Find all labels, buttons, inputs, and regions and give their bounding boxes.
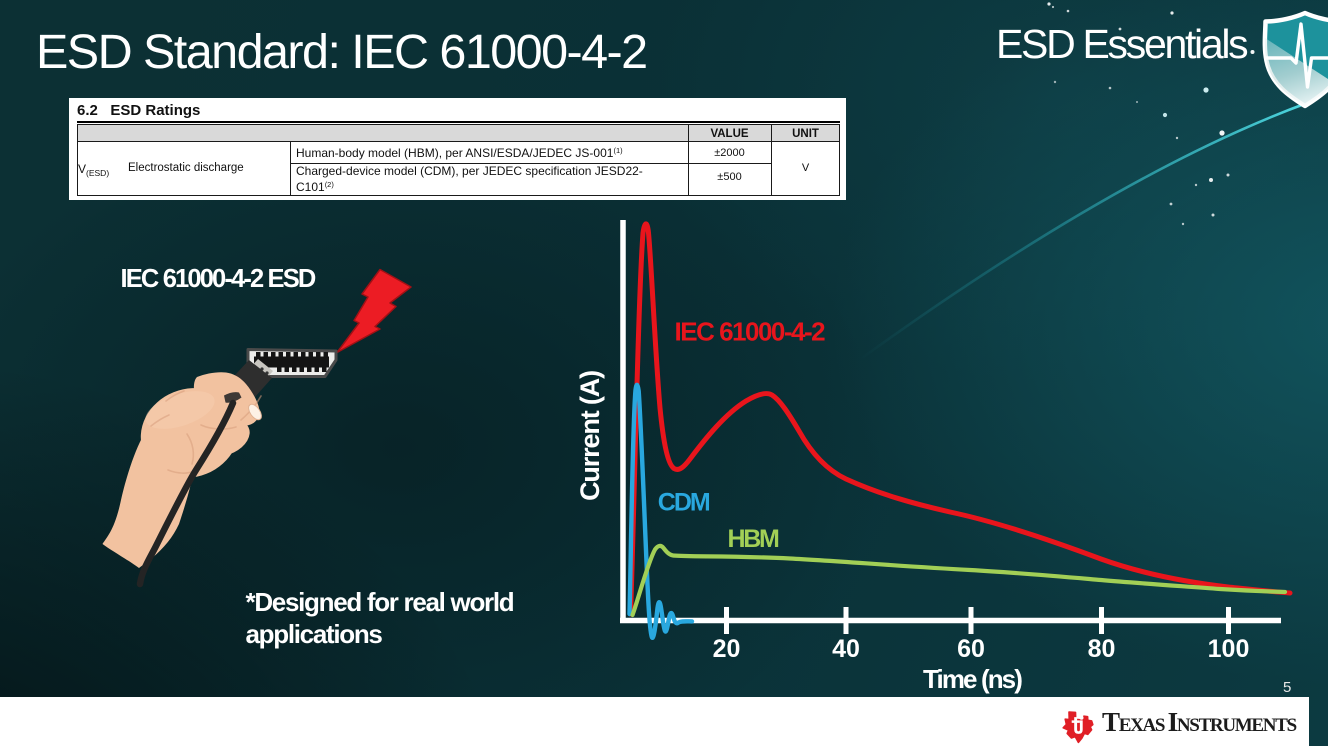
svg-text:80: 80	[1088, 635, 1116, 663]
svg-text:CDM: CDM	[658, 489, 710, 517]
svg-text:Time (ns): Time (ns)	[923, 664, 1022, 694]
svg-text:100: 100	[1208, 635, 1250, 663]
svg-text:5: 5	[1283, 679, 1291, 696]
svg-text:20: 20	[713, 635, 741, 663]
svg-text:Current (A): Current (A)	[575, 371, 605, 501]
svg-text:HBM: HBM	[728, 525, 780, 553]
svg-text:40: 40	[832, 635, 860, 663]
svg-text:IEC 61000-4-2: IEC 61000-4-2	[675, 317, 826, 347]
svg-text:60: 60	[957, 635, 985, 663]
